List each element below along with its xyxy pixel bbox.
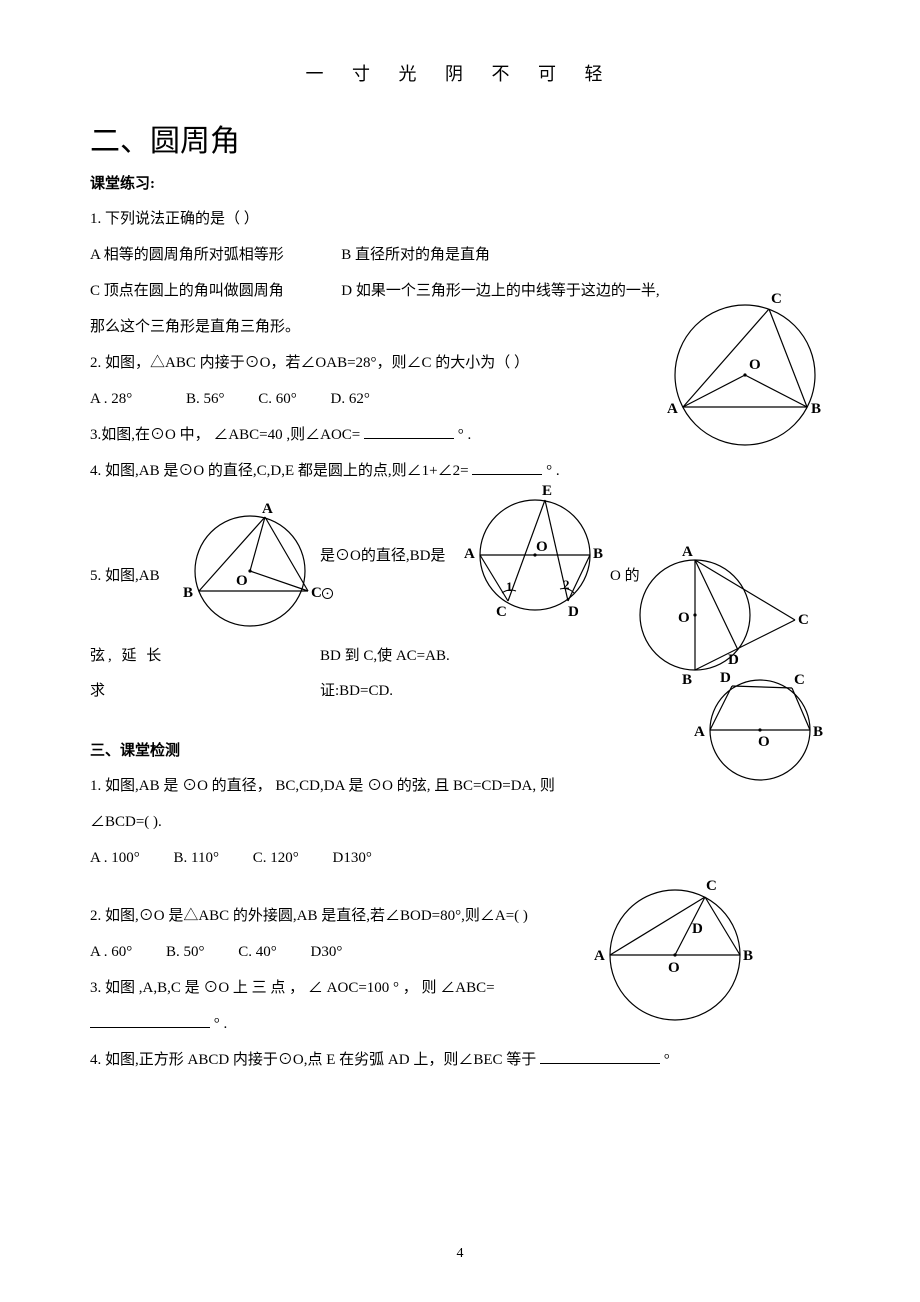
svg-text:C: C <box>311 585 322 601</box>
page: 一 寸 光 阴 不 可 轻 二、圆周角 课堂练习: 1. 下列说法正确的是（ ）… <box>0 0 920 1302</box>
s1-q1-optD: D 如果一个三角形一边上的中线等于这边的一半, <box>341 283 659 299</box>
svg-text:B: B <box>183 585 193 601</box>
s1-q3-pre: 3.如图,在⊙O 中， ∠ABC=40 ,则∠AOC= <box>90 427 360 443</box>
s1-q4-blank <box>472 459 542 475</box>
svg-text:D: D <box>692 921 703 937</box>
s1-q2-optB: B. 56° <box>186 391 225 407</box>
s1-q5-seg2: 是⊙O的直径,BD是⊙ <box>320 537 460 615</box>
s1-q5-seg4: 弦, 延 长 <box>90 637 180 676</box>
s2-q4-post: ° <box>664 1052 670 1068</box>
svg-text:B: B <box>813 724 823 740</box>
s1-q5-seg6: 求 <box>90 672 180 711</box>
s1-q2-optA: A . 28° <box>90 391 132 407</box>
s2-q1-optD: D130° <box>332 850 371 866</box>
figure-q4: A B C D E O 1 2 <box>460 511 610 641</box>
s1-q3-blank <box>364 423 454 439</box>
svg-text:C: C <box>794 672 805 688</box>
s2-q4: 4. 如图,正方形 ABCD 内接于⊙O,点 E 在劣弧 AD 上，则∠BEC … <box>90 1042 830 1078</box>
svg-text:E: E <box>542 483 552 499</box>
s1-q4-pre: 4. 如图,AB 是⊙O 的直径,C,D,E 都是圆上的点,则∠1+∠2= <box>90 463 469 479</box>
s1-q2-optC: C. 60° <box>258 391 297 407</box>
svg-text:B: B <box>743 948 753 964</box>
section1-label: 课堂练习: <box>90 172 830 193</box>
s2-q2-optA: A . 60° <box>90 944 132 960</box>
s1-q5-seg5: BD 到 C,使 AC=AB. <box>320 637 460 676</box>
figure-q2: A B C O <box>655 285 835 460</box>
svg-text:A: A <box>682 544 693 560</box>
s2-q4-blank <box>540 1048 660 1064</box>
svg-text:C: C <box>496 604 507 620</box>
svg-text:A: A <box>262 501 273 517</box>
svg-text:O: O <box>758 734 770 750</box>
s1-q5-seg1: 5. 如图,AB <box>90 557 180 596</box>
svg-text:O: O <box>668 960 680 976</box>
s2-q3-blank <box>90 1012 210 1028</box>
figure-q3: A B C O <box>180 511 320 641</box>
svg-text:O: O <box>678 610 690 626</box>
s2-q1-optB: B. 110° <box>174 850 219 866</box>
svg-text:B: B <box>593 546 603 562</box>
s2-q3-pre: 3. 如图 ,A,B,C 是 ⊙O 上 三 点 ， ∠ AOC=100 ° ， … <box>90 980 495 996</box>
svg-text:2: 2 <box>563 577 570 592</box>
s2-q3-post: ° . <box>214 1016 228 1032</box>
s1-q1-optB: B 直径所对的角是直角 <box>341 247 490 263</box>
svg-text:D: D <box>568 604 579 620</box>
lbl-O: O <box>749 357 761 373</box>
s1-q1-optA: A 相等的圆周角所对弧相等形 <box>90 247 284 263</box>
figure-s2q2: A B C D O <box>580 870 770 1035</box>
s2-q3: 3. 如图 ,A,B,C 是 ⊙O 上 三 点 ， ∠ AOC=100 ° ， … <box>90 970 570 1042</box>
svg-text:O: O <box>536 539 548 555</box>
svg-text:A: A <box>694 724 705 740</box>
s2-q2-optC: C. 40° <box>238 944 277 960</box>
s2-q2-optB: B. 50° <box>166 944 205 960</box>
s2-q1-optA: A . 100° <box>90 850 140 866</box>
lbl-C: C <box>771 291 782 307</box>
page-number: 4 <box>0 1246 920 1262</box>
svg-text:A: A <box>594 948 605 964</box>
s2-q1-optC: C. 120° <box>253 850 299 866</box>
s2-q4-pre: 4. 如图,正方形 ABCD 内接于⊙O,点 E 在劣弧 AD 上，则∠BEC … <box>90 1052 536 1068</box>
s2-q2-stem: 2. 如图,⊙O 是△ABC 的外接圆,AB 是直径,若∠BOD=80°,则∠A… <box>90 898 570 934</box>
svg-text:C: C <box>798 612 809 628</box>
svg-text:O: O <box>236 573 248 589</box>
s2-q2-optD: D30° <box>311 944 343 960</box>
s1-q3-post: ° . <box>458 427 472 443</box>
s1-q1-stem: 1. 下列说法正确的是（ ） <box>90 201 830 237</box>
lbl-A: A <box>667 401 678 417</box>
doc-title: 二、圆周角 <box>90 116 830 160</box>
s2-q1-stem: 1. 如图,AB 是 ⊙O 的直径， BC,CD,DA 是 ⊙O 的弦, 且 B… <box>90 768 610 840</box>
s1-q4-post: ° . <box>546 463 560 479</box>
s1-q1-optC: C 顶点在圆上的角叫做圆周角 <box>90 283 284 299</box>
svg-text:1: 1 <box>506 579 513 594</box>
figure-s2q1: A B C D O <box>680 660 840 795</box>
svg-text:A: A <box>464 546 475 562</box>
svg-text:D: D <box>720 670 731 686</box>
s1-q5-seg7: 证:BD=CD. <box>320 672 460 711</box>
svg-text:C: C <box>706 878 717 894</box>
page-header: 一 寸 光 阴 不 可 轻 <box>90 60 830 86</box>
s1-q2-optD: D. 62° <box>331 391 370 407</box>
s1-q1-row1: A 相等的圆周角所对弧相等形 B 直径所对的角是直角 <box>90 237 830 273</box>
lbl-B: B <box>811 401 821 417</box>
